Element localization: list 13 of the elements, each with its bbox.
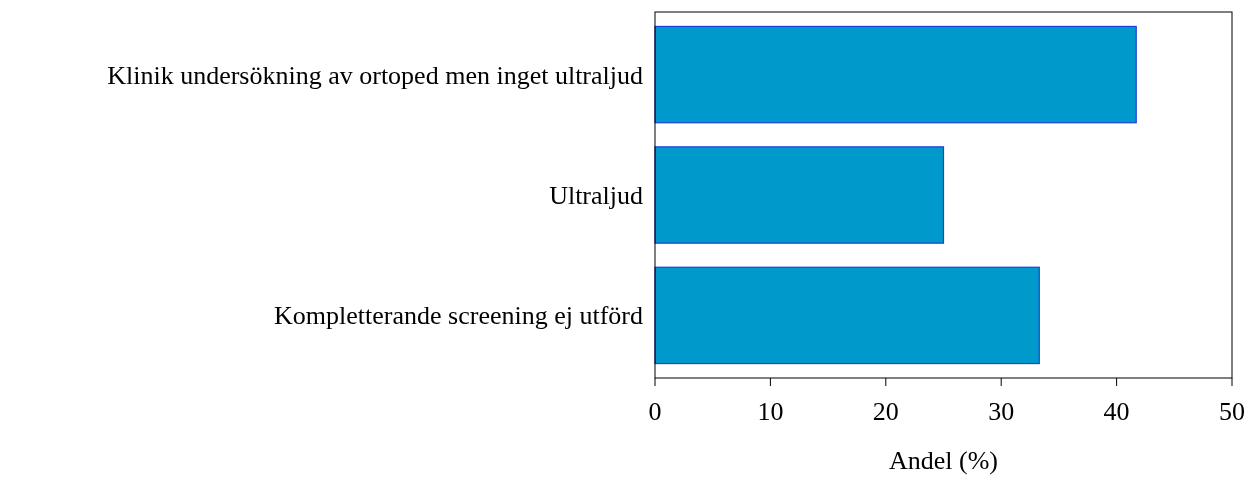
x-tick-label: 20: [872, 397, 899, 426]
x-tick-label: 0: [648, 397, 662, 426]
x-tick-label: 10: [757, 397, 784, 426]
x-axis-title: Andel (%): [888, 446, 999, 475]
y-tick-label: Kompletterande screening ej utförd: [274, 301, 643, 331]
bar: [654, 146, 945, 244]
x-tick-label: 40: [1103, 397, 1130, 426]
y-tick-label: Klinik undersökning av ortoped men inget ultraljud: [107, 60, 643, 90]
y-tick-label: Ultraljud: [549, 181, 643, 211]
bar: [654, 266, 1040, 365]
x-tick-label: 50: [1219, 397, 1245, 426]
bar: [654, 25, 1137, 124]
x-tick-label: 30: [988, 397, 1015, 426]
